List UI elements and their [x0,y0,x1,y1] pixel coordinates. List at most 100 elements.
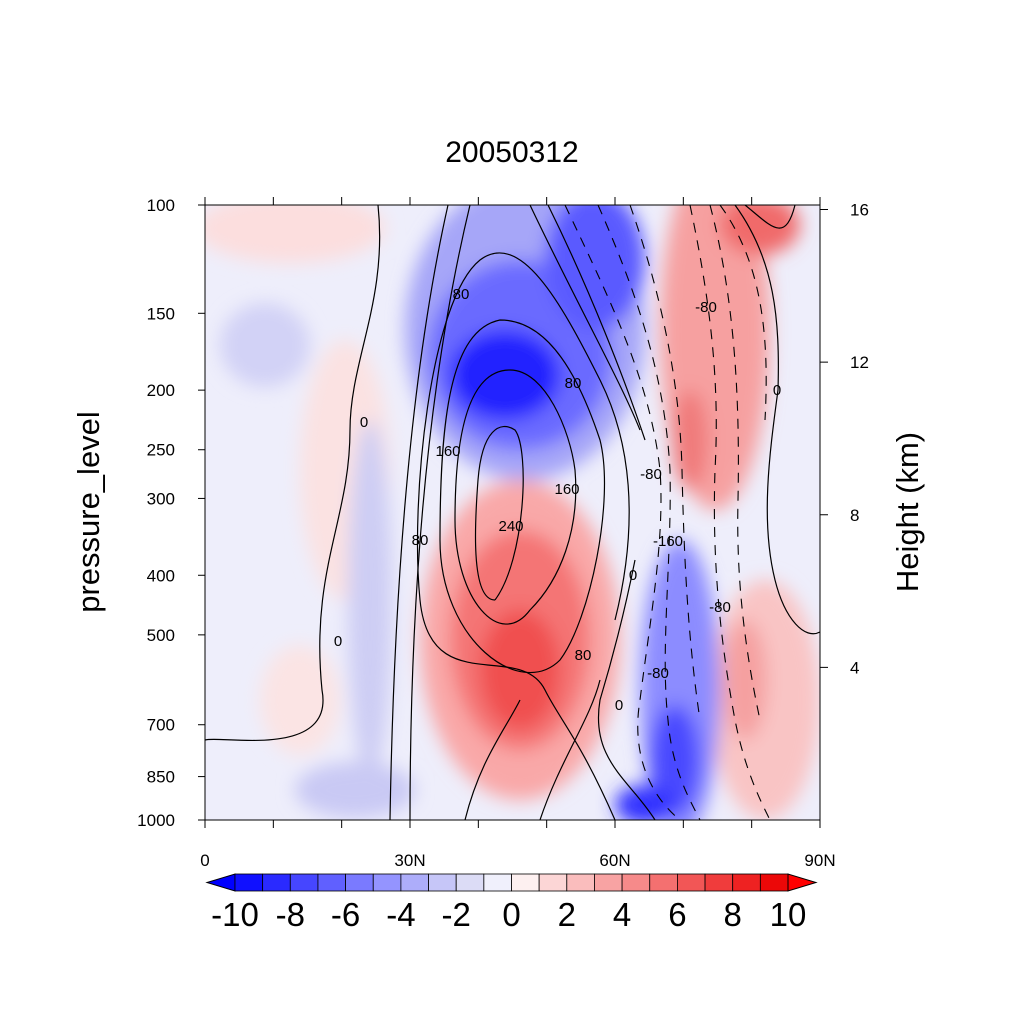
contour-neg-4 [689,205,771,820]
contour-pos-lower-1 [464,699,521,820]
field-pink-topleft [205,205,385,263]
y-tick-label: 700 [147,716,175,735]
colorbar-swatch [234,873,264,892]
contour-label: 80 [412,532,429,549]
colorbar-label: 0 [502,896,520,933]
colorbar-swatch [483,873,512,892]
colorbar-swatch [289,873,319,892]
contour-neg-3 [629,205,701,721]
y-right-tick-label: 12 [850,353,869,372]
field-pink-right-low-core [723,620,767,740]
colorbar-label: -4 [386,896,415,933]
y-tick-label: 400 [147,566,175,585]
shaded-field [205,205,820,820]
contour-pos-outer-2 [409,205,471,820]
colorbar-swatch [317,873,347,892]
colorbar-swatch [649,873,678,892]
y-tick-label: 250 [147,441,175,460]
contour-label: 0 [615,697,623,714]
y-axis-label: pressure_level [71,411,106,613]
x-tick-label: 60N [599,851,630,870]
colorbar-swatch [677,873,706,892]
axis-left: 100 150 200 250 300 400 500 700 850 1000 pressure… [71,196,205,830]
y-tick-label: 100 [147,196,175,215]
colorbar: -10 -8 -6 -4 -2 0 2 4 6 8 10 [205,873,818,933]
contour-pos-east-1 [529,205,641,431]
colorbar-label: -6 [331,896,360,933]
contour-zero-east-top [744,205,796,229]
contour-label: -160 [653,533,683,550]
field-blue-left-streak [348,420,392,780]
contour-label: 0 [773,382,781,399]
field-blue-upper-tail [545,205,645,330]
contour-zero-west [205,205,381,741]
colorbar-label: -8 [276,896,305,933]
contour-label: 0 [360,414,368,431]
field-pink-left-low [260,645,340,755]
chart-title: 20050312 [445,136,578,169]
x-tick-label: 90N [804,851,835,870]
contour-label: 160 [554,481,579,498]
y-right-tick-label: 4 [850,658,859,677]
colorbar-swatch [455,873,485,892]
colorbar-swatch [428,873,457,892]
colorbar-label: -2 [442,896,471,933]
axis-bottom: 0 30N 60N 90N [200,197,836,870]
axis-right: 16 12 8 4 Height (km) [820,201,925,677]
contour-label: 240 [498,518,523,535]
colorbar-swatch [400,873,429,892]
contour-label: 80 [453,286,470,303]
field-blue-left-upper [220,303,310,387]
colorbar-swatch [511,873,540,892]
x-tick-label: 30N [394,851,425,870]
contour-neg-5 [709,205,761,721]
field-blue-bottom-left [295,762,415,818]
contour-zero-mid [597,559,656,820]
contour-pos-160 [439,319,606,674]
contour-labels: 80 80 160 160 240 80 80 0 0 0 0 0 -80 -8… [334,286,781,714]
colorbar-swatch [262,873,291,892]
colorbar-label: 6 [668,896,686,933]
colorbar-swatch [732,873,761,892]
field-red-right-top [720,205,800,255]
contour-label: 160 [435,443,460,460]
contour-label: 0 [629,567,637,584]
colorbar-label: -10 [211,896,259,933]
y-right-tick-label: 16 [850,201,869,220]
contour-label: 0 [334,633,342,650]
colorbar-label: 8 [724,896,742,933]
field-red-right-spot [672,390,708,490]
contour-label: -80 [647,665,669,682]
colorbar-swatch [594,873,623,892]
contour-neg-1 [564,205,681,820]
colorbar-low-triangle [205,873,236,892]
colorbar-swatch [704,873,734,892]
contour-neg-6 [719,205,767,421]
plot-frame [204,204,821,821]
contour-lines [205,205,820,820]
contour-pos-200 [454,369,577,625]
contour-label: 80 [565,375,582,392]
colorbar-swatch [759,873,789,892]
contour-pos-80 [416,252,630,820]
contour-lines-negative [564,205,771,820]
field-blue-right-bottom [615,785,675,820]
colorbar-swatch [621,873,651,892]
contour-label: -80 [640,466,662,483]
contour-pos-east-2 [547,205,646,441]
contour-pos-240 [474,425,524,601]
y-tick-label: 500 [147,626,175,645]
colorbar-label: 2 [558,896,576,933]
colorbar-high-triangle [787,873,818,892]
y-tick-label: 300 [147,489,175,508]
y-tick-label: 850 [147,768,175,787]
colorbar-label: 4 [613,896,631,933]
colorbar-swatch [372,873,402,892]
contour-label: 80 [575,647,592,664]
field-blue-upper-core [450,330,560,420]
x-tick-label: 0 [200,851,209,870]
contour-zero-east [734,205,820,635]
colorbar-swatch [538,873,568,892]
y-axis-right-label: Height (km) [890,432,925,592]
